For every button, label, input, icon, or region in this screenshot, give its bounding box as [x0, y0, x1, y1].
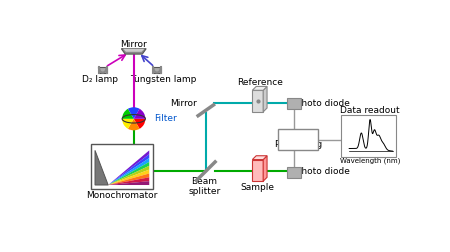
Bar [287, 98, 301, 109]
Text: Filter: Filter [154, 114, 177, 123]
Text: Wavelength (nm): Wavelength (nm) [340, 158, 400, 164]
Text: Data
Processing: Data Processing [274, 130, 322, 149]
Text: Mirror: Mirror [170, 99, 197, 108]
Wedge shape [128, 107, 140, 119]
Polygon shape [108, 173, 149, 185]
Polygon shape [108, 170, 149, 185]
Polygon shape [108, 162, 149, 185]
Wedge shape [134, 109, 145, 119]
Polygon shape [263, 156, 267, 181]
Polygon shape [122, 49, 146, 54]
Text: Mirror: Mirror [121, 40, 147, 49]
Bar [99, 67, 107, 73]
Text: Tungsten lamp: Tungsten lamp [130, 75, 196, 84]
Polygon shape [108, 166, 149, 185]
Polygon shape [263, 86, 267, 112]
Bar [252, 160, 263, 181]
Text: Data readout: Data readout [340, 106, 400, 115]
Text: Reference: Reference [237, 78, 283, 87]
Polygon shape [108, 181, 149, 185]
Text: Monochromator: Monochromator [86, 191, 158, 200]
Text: Photo diode: Photo diode [296, 167, 350, 176]
Polygon shape [123, 49, 144, 52]
Polygon shape [95, 150, 108, 185]
Wedge shape [128, 119, 140, 130]
Text: Photo diode: Photo diode [296, 99, 350, 108]
Wedge shape [134, 119, 145, 129]
Bar [342, 115, 396, 157]
Polygon shape [108, 158, 149, 185]
Bar [278, 129, 318, 150]
Polygon shape [252, 86, 267, 90]
Bar [91, 144, 153, 189]
Polygon shape [108, 177, 149, 185]
Polygon shape [252, 156, 267, 160]
Wedge shape [122, 119, 134, 129]
Bar [153, 67, 161, 73]
Text: Beam
splitter: Beam splitter [188, 177, 220, 196]
Text: Sample: Sample [241, 183, 275, 192]
Text: D₂ lamp: D₂ lamp [81, 75, 117, 84]
Wedge shape [122, 109, 134, 119]
Bar [252, 90, 263, 112]
Polygon shape [108, 154, 149, 185]
Text: Absorbance: Absorbance [342, 117, 347, 155]
Polygon shape [108, 150, 149, 185]
Bar [287, 167, 301, 178]
